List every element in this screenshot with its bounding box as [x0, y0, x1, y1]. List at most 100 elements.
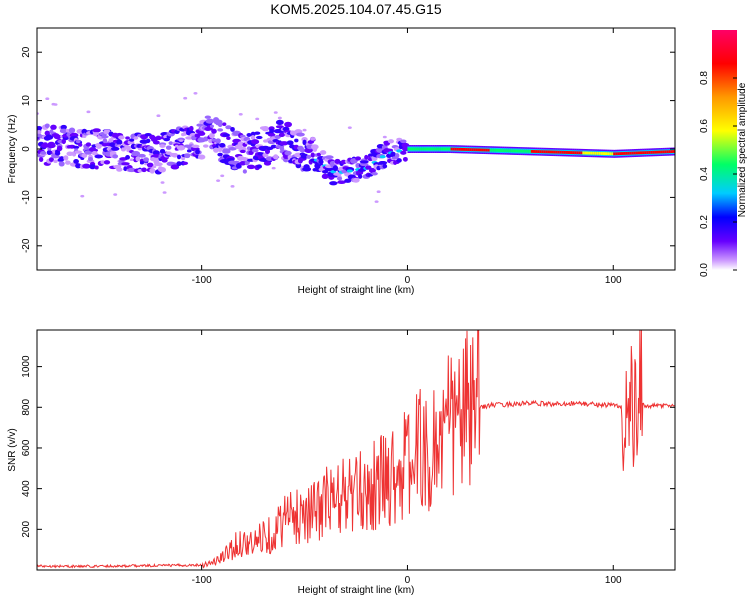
spectral-blob: [460, 147, 464, 151]
spectral-blob: [226, 136, 231, 141]
spectral-blob: [580, 151, 583, 155]
spectral-blob: [139, 161, 144, 165]
spectral-blob: [123, 166, 128, 171]
spectral-blob: [202, 144, 209, 148]
spectral-blob: [38, 157, 44, 162]
spectral-blob: [586, 151, 589, 155]
spectral-blob: [45, 134, 54, 140]
y-tick-label: 1000: [21, 355, 32, 378]
spectral-blob: [524, 149, 527, 153]
spectral-blob: [237, 141, 244, 147]
spectral-blob: [609, 152, 612, 156]
spectral-blob: [189, 125, 194, 132]
spectral-blob: [74, 150, 82, 154]
snr-frame: [36, 329, 676, 571]
spectral-blob: [222, 148, 231, 154]
spectral-blob: [623, 152, 626, 155]
spectral-blob: [46, 149, 52, 156]
spectral-blob: [396, 158, 402, 163]
spectral-blob: [463, 148, 466, 151]
spectral-blob: [215, 138, 221, 144]
spectral-blob: [284, 150, 292, 156]
spectral-blob: [526, 149, 530, 153]
x-tick-label: -100: [192, 575, 212, 586]
spectral-blob: [512, 149, 515, 153]
spectral-blob: [337, 180, 346, 184]
spectral-blob: [50, 124, 57, 130]
spectral-blob: [222, 133, 230, 137]
spectral-blob: [165, 145, 172, 150]
spectral-blob: [318, 159, 324, 165]
spectral-blob: [402, 146, 409, 152]
y-tick-label: 800: [21, 399, 32, 416]
spectral-blob: [246, 164, 256, 170]
x-tick-label: 100: [605, 575, 622, 586]
spectral-blob: [619, 152, 622, 155]
spectral-blob: [211, 128, 217, 134]
spectral-blob: [347, 126, 352, 129]
spectral-blob: [60, 124, 67, 130]
spectral-blob: [491, 148, 495, 152]
spectral-blob: [65, 160, 71, 165]
snr-series-line: [37, 330, 675, 569]
spectral-blob: [48, 157, 54, 163]
spectral-blob: [251, 139, 260, 145]
spectral-blob: [244, 160, 250, 166]
spectral-blob: [295, 162, 302, 169]
spectral-blob: [101, 135, 109, 139]
spectral-blob: [179, 139, 184, 142]
spectral-blob: [590, 151, 593, 155]
spectral-blob: [73, 159, 79, 164]
spectral-blob: [396, 149, 403, 153]
spectral-blob: [228, 146, 237, 151]
spectral-blob: [270, 144, 277, 149]
spectral-blob: [530, 150, 534, 153]
spectral-blob: [282, 157, 290, 163]
spectral-blob: [576, 151, 579, 155]
spectral-blob: [555, 150, 558, 154]
spectral-blob: [209, 132, 215, 139]
spectral-blob: [448, 147, 451, 151]
spectral-blob: [648, 151, 651, 154]
spectral-blob: [672, 150, 675, 153]
spectral-blob: [152, 140, 160, 145]
spectral-blob: [102, 138, 108, 144]
spectral-blob: [629, 151, 632, 155]
spectral-blob: [321, 173, 329, 179]
spectral-blob: [625, 151, 628, 155]
spectral-blob: [423, 147, 427, 151]
spectral-blob: [450, 147, 453, 151]
spectral-blob: [549, 150, 552, 154]
spectral-blob: [400, 139, 407, 144]
spectral-blob: [402, 156, 408, 162]
x-tick-label: 100: [605, 275, 622, 286]
colorbar-label: Normalized spectral amplitude: [737, 82, 748, 217]
spectral-blob: [121, 162, 130, 166]
spectral-blob: [184, 153, 191, 157]
spectral-blob: [646, 151, 649, 154]
snr-panel: -100 0 100 200 400 600 800 1000 Height of stra…: [7, 329, 676, 596]
spectral-blob: [467, 148, 470, 151]
colorbar-tick-label: 0.2: [699, 215, 710, 229]
spectral-blob: [154, 135, 163, 141]
spectral-blob: [222, 122, 227, 126]
spectral-blob: [127, 167, 136, 173]
spectral-blob: [256, 164, 263, 169]
spectral-blob: [506, 149, 509, 153]
spectral-blob: [154, 162, 163, 167]
spectral-blob: [137, 147, 142, 151]
spectral-blob: [545, 150, 548, 154]
spectral-blob: [615, 152, 618, 156]
spectral-blob: [333, 165, 338, 170]
spectral-blob: [261, 126, 270, 132]
spectral-blob: [168, 141, 174, 146]
spectral-blob: [141, 167, 147, 173]
spectral-blob: [220, 174, 225, 178]
y-tick-label: -20: [21, 238, 32, 253]
spectral-blob: [94, 154, 104, 159]
spectral-blob: [80, 194, 85, 198]
spectral-blob: [81, 153, 88, 158]
spectral-blob: [219, 142, 226, 148]
spectral-blob: [640, 151, 643, 155]
